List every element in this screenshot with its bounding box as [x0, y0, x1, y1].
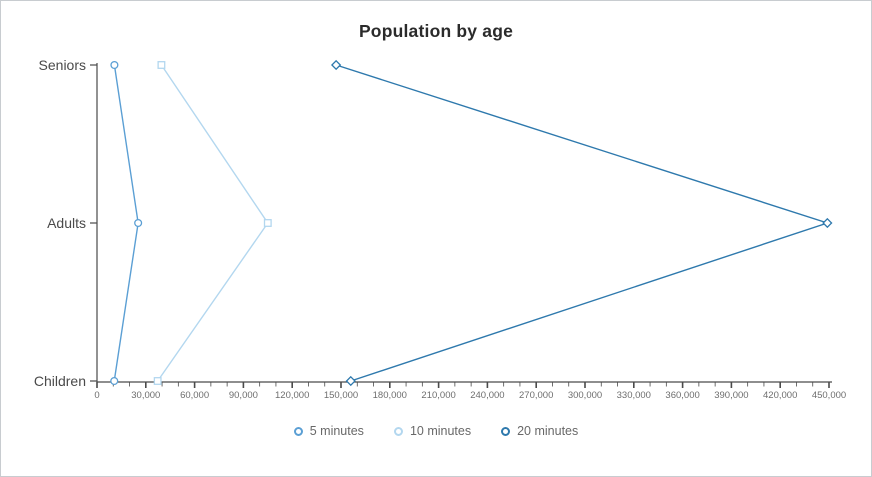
legend-item-5-minutes[interactable]: 5 minutes — [293, 424, 364, 438]
x-axis-tick-label: 240,000 — [470, 390, 504, 401]
data-point-10-minutes-adults — [263, 219, 272, 227]
x-axis-tick-label: 300,000 — [568, 390, 602, 401]
x-axis-tick-label: 270,000 — [519, 390, 553, 401]
data-point-10-minutes-seniors — [157, 61, 166, 69]
y-axis-label-adults: Adults — [47, 215, 86, 231]
data-point-20-minutes-adults — [822, 217, 833, 229]
data-point-20-minutes-children — [345, 375, 356, 387]
x-axis-tick-label: 180,000 — [373, 390, 407, 401]
data-point-5-minutes-adults — [134, 218, 143, 228]
legend-ring-icon — [501, 426, 511, 436]
chart-title: Population by age — [358, 21, 514, 41]
x-axis-tick-label: 210,000 — [421, 390, 455, 401]
x-axis-tick-label: 330,000 — [617, 390, 651, 401]
x-axis-tick-label: 360,000 — [665, 390, 699, 401]
legend-label: 20 minutes — [517, 424, 579, 438]
data-point-20-minutes-seniors — [331, 59, 342, 71]
legend-item-20-minutes[interactable]: 20 minutes — [501, 424, 578, 438]
legend-ring-icon — [393, 426, 403, 436]
x-axis-tick-label: 60,000 — [180, 390, 209, 401]
x-axis-tick-label: 30,000 — [131, 390, 160, 401]
legend-label: 10 minutes — [409, 424, 472, 438]
y-axis-label-seniors: Seniors — [39, 57, 86, 73]
x-axis-tick-label: 120,000 — [275, 390, 309, 401]
x-axis-tick-label: 390,000 — [714, 390, 748, 401]
series-line-10-minutes — [157, 64, 269, 382]
series-line-20-minutes — [335, 64, 830, 382]
y-axis-label-children: Children — [34, 373, 86, 389]
legend-item-10-minutes[interactable]: 10 minutes — [393, 424, 472, 438]
x-axis-tick-label: 150,000 — [324, 390, 358, 401]
x-axis-tick-label: 90,000 — [229, 390, 258, 401]
data-point-10-minutes-children — [153, 377, 162, 385]
x-axis-tick-label: 0 — [94, 390, 99, 401]
x-axis-tick-label: 450,000 — [812, 390, 846, 401]
data-point-5-minutes-seniors — [110, 60, 119, 70]
legend-ring-icon — [293, 426, 303, 436]
x-axis-tick-label: 420,000 — [763, 390, 797, 401]
data-point-5-minutes-children — [110, 376, 119, 386]
chart-legend: 5 minutes 10 minutes 20 minutes — [1, 424, 871, 438]
legend-label: 5 minutes — [309, 424, 364, 438]
